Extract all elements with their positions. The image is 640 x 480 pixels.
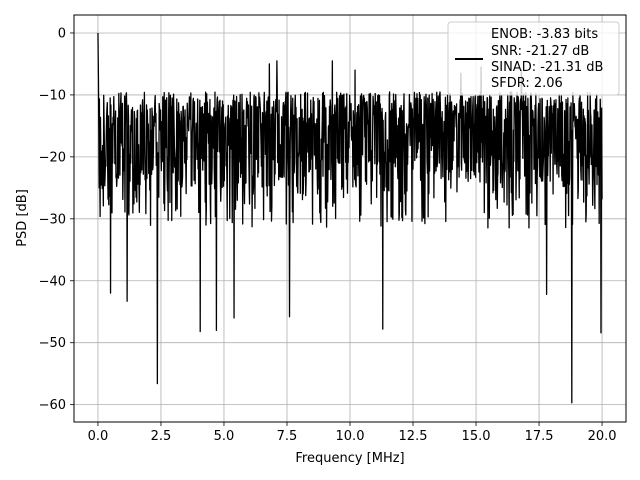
x-tick-label: 2.5 xyxy=(151,429,172,444)
y-tick-label: −20 xyxy=(39,150,66,165)
y-axis-ticks: 0 −10 −20 −30 −40 −50 −60 xyxy=(39,26,74,413)
legend-entry-sinad: SINAD: -21.31 dB xyxy=(491,60,603,75)
y-tick-label: −30 xyxy=(39,212,66,227)
y-tick-label: −50 xyxy=(39,336,66,351)
y-tick-label: −10 xyxy=(39,88,66,103)
x-tick-label: 10.0 xyxy=(336,429,365,444)
legend-box xyxy=(447,21,620,96)
x-tick-label: 15.0 xyxy=(462,429,491,444)
x-tick-label: 5.0 xyxy=(214,429,235,444)
x-tick-label: 20.0 xyxy=(588,429,617,444)
plot-area xyxy=(97,32,603,404)
x-tick-label: 0.0 xyxy=(88,429,109,444)
y-axis-label: PSD [dB] xyxy=(15,189,30,247)
legend-entry-snr: SNR: -21.27 dB xyxy=(491,44,589,59)
x-axis-ticks: 0.0 2.5 5.0 7.5 10.0 12.5 15.0 17.5 20.0 xyxy=(88,422,617,444)
x-axis-label: Frequency [MHz] xyxy=(295,451,404,466)
x-tick-label: 17.5 xyxy=(525,429,554,444)
series-line-psd xyxy=(97,32,603,404)
y-tick-label: 0 xyxy=(58,26,66,41)
y-tick-label: −60 xyxy=(39,398,66,413)
legend: ENOB: -3.83 bits SNR: -21.27 dB SINAD: -… xyxy=(447,21,620,96)
legend-entry-enob: ENOB: -3.83 bits xyxy=(491,27,598,42)
legend-entry-sfdr: SFDR: 2.06 xyxy=(491,76,563,91)
x-tick-label: 7.5 xyxy=(277,429,298,444)
x-tick-label: 12.5 xyxy=(399,429,428,444)
y-tick-label: −40 xyxy=(39,274,66,289)
